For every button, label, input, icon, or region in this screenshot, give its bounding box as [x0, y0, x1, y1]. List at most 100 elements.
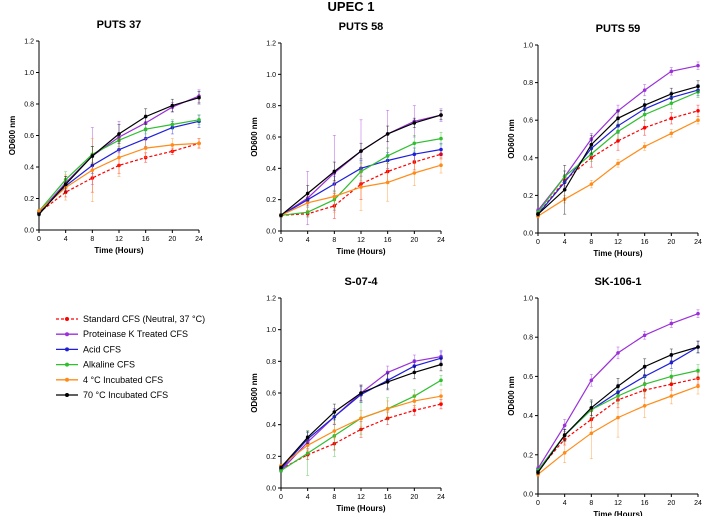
chart-title: PUTS 37 — [97, 19, 142, 31]
data-point — [305, 451, 310, 455]
chart-title: S-07-4 — [344, 276, 378, 288]
legend-label: Acid CFS — [83, 344, 121, 354]
data-point — [90, 154, 95, 158]
legend-marker — [65, 362, 69, 367]
data-point — [359, 391, 363, 395]
data-point — [642, 112, 647, 117]
data-point — [197, 95, 201, 100]
y-tick-label: 0.8 — [24, 102, 34, 109]
x-tick-label: 4 — [306, 237, 310, 244]
x-tick-label: 8 — [589, 239, 593, 246]
data-point — [170, 122, 175, 127]
data-point — [305, 210, 310, 214]
data-point — [642, 88, 647, 92]
data-point — [669, 131, 674, 136]
y-tick-label: 1.0 — [266, 72, 276, 79]
legend-label: 70 °C Incubated CFS — [83, 390, 168, 400]
data-point — [536, 470, 540, 475]
chart-panel: PUTS 58 0.0 0.2 0.4 0.6 0.8 1.0 1.2 0 4 8 12 16 20 24 T… — [250, 21, 445, 256]
series — [279, 157, 443, 218]
data-point — [669, 321, 674, 326]
x-tick-label: 24 — [195, 236, 203, 243]
series — [536, 80, 700, 217]
x-tick-label: 0 — [279, 237, 283, 244]
y-tick-label: 0.4 — [523, 155, 533, 162]
x-tick-label: 12 — [115, 236, 123, 243]
data-point — [696, 63, 700, 68]
legend-marker — [65, 393, 69, 397]
chart-panel: S-07-4 0.0 0.2 0.4 0.6 0.8 1.0 1.2 0 4 8 12 16 20 24 Ti… — [250, 276, 445, 513]
data-point — [616, 116, 620, 121]
data-point — [669, 92, 674, 96]
data-point — [439, 113, 443, 117]
x-axis-label: Time (Hours) — [336, 247, 386, 256]
y-tick-label: 0.6 — [24, 133, 34, 140]
y-tick-label: 0.2 — [523, 452, 533, 459]
data-point — [412, 370, 417, 375]
y-tick-label: 0.2 — [266, 197, 276, 204]
x-axis-label: Time (Hours) — [593, 510, 643, 516]
panels: PUTS 37 0.0 0.2 0.4 0.6 0.8 1.0 1.2 0 4 8 12 16 20 24 T… — [8, 19, 702, 516]
y-tick-label: 0.0 — [24, 228, 34, 235]
data-point — [412, 121, 417, 125]
legend-marker — [65, 347, 69, 352]
x-tick-label: 20 — [410, 237, 418, 244]
y-tick-label: 0.2 — [266, 454, 276, 461]
data-point — [616, 394, 620, 398]
data-point — [412, 399, 417, 403]
x-tick-label: 0 — [37, 236, 41, 243]
legend-item: Alkaline CFS — [56, 360, 135, 370]
chart-title: PUTS 58 — [339, 21, 384, 33]
data-point — [305, 435, 310, 440]
x-axis-label: Time (Hours) — [593, 249, 643, 258]
data-point — [279, 468, 283, 473]
y-tick-label: 1.2 — [24, 39, 34, 46]
x-tick-label: 12 — [614, 239, 622, 246]
chart-panel: SK-106-1 0.0 0.2 0.4 0.6 0.8 1.0 0 4 8 12 16 20 24 Tim… — [507, 276, 702, 516]
legend-item: 70 °C Incubated CFS — [56, 390, 168, 400]
y-tick-label: 1.0 — [24, 70, 34, 77]
x-tick-label: 0 — [279, 494, 283, 501]
x-axis-label: Time (Hours) — [336, 504, 386, 513]
legend: Standard CFS (Neutral, 37 °C) Proteinase … — [56, 314, 205, 400]
y-tick-label: 0.2 — [24, 196, 34, 203]
y-tick-label: 1.0 — [266, 327, 276, 334]
data-point — [696, 84, 700, 89]
y-tick-label: 0.0 — [523, 231, 533, 238]
data-point — [589, 431, 594, 436]
data-point — [37, 209, 41, 213]
data-point — [669, 101, 674, 106]
x-tick-label: 24 — [694, 239, 702, 246]
x-tick-label: 16 — [641, 239, 649, 246]
data-point — [197, 117, 201, 122]
legend-item: Standard CFS (Neutral, 37 °C) — [56, 314, 205, 324]
legend-marker — [65, 317, 69, 321]
figure-title: UPEC 1 — [328, 0, 375, 14]
data-point — [439, 362, 443, 367]
y-tick-label: 0.6 — [523, 118, 533, 125]
y-tick-label: 1.2 — [266, 41, 276, 48]
data-point — [359, 416, 363, 421]
x-tick-label: 12 — [357, 494, 365, 501]
data-point — [589, 182, 594, 186]
x-tick-label: 0 — [536, 239, 540, 246]
data-point — [305, 443, 310, 448]
data-point — [616, 415, 620, 420]
y-axis-label: OD600 nm — [507, 119, 516, 159]
data-point — [117, 155, 121, 160]
data-point — [669, 382, 674, 387]
data-point — [562, 187, 567, 192]
data-point — [439, 378, 443, 383]
data-point — [439, 394, 443, 398]
x-tick-label: 4 — [563, 239, 567, 246]
legend-item: Proteinase K Treated CFS — [56, 329, 188, 339]
data-point — [439, 163, 443, 167]
data-point — [669, 69, 674, 74]
data-point — [439, 136, 443, 141]
x-tick-label: 0 — [536, 500, 540, 507]
legend-marker — [65, 377, 69, 382]
data-point — [332, 169, 337, 174]
data-point — [385, 154, 390, 158]
y-axis-label: OD600 nm — [250, 117, 259, 157]
x-tick-label: 12 — [357, 237, 365, 244]
